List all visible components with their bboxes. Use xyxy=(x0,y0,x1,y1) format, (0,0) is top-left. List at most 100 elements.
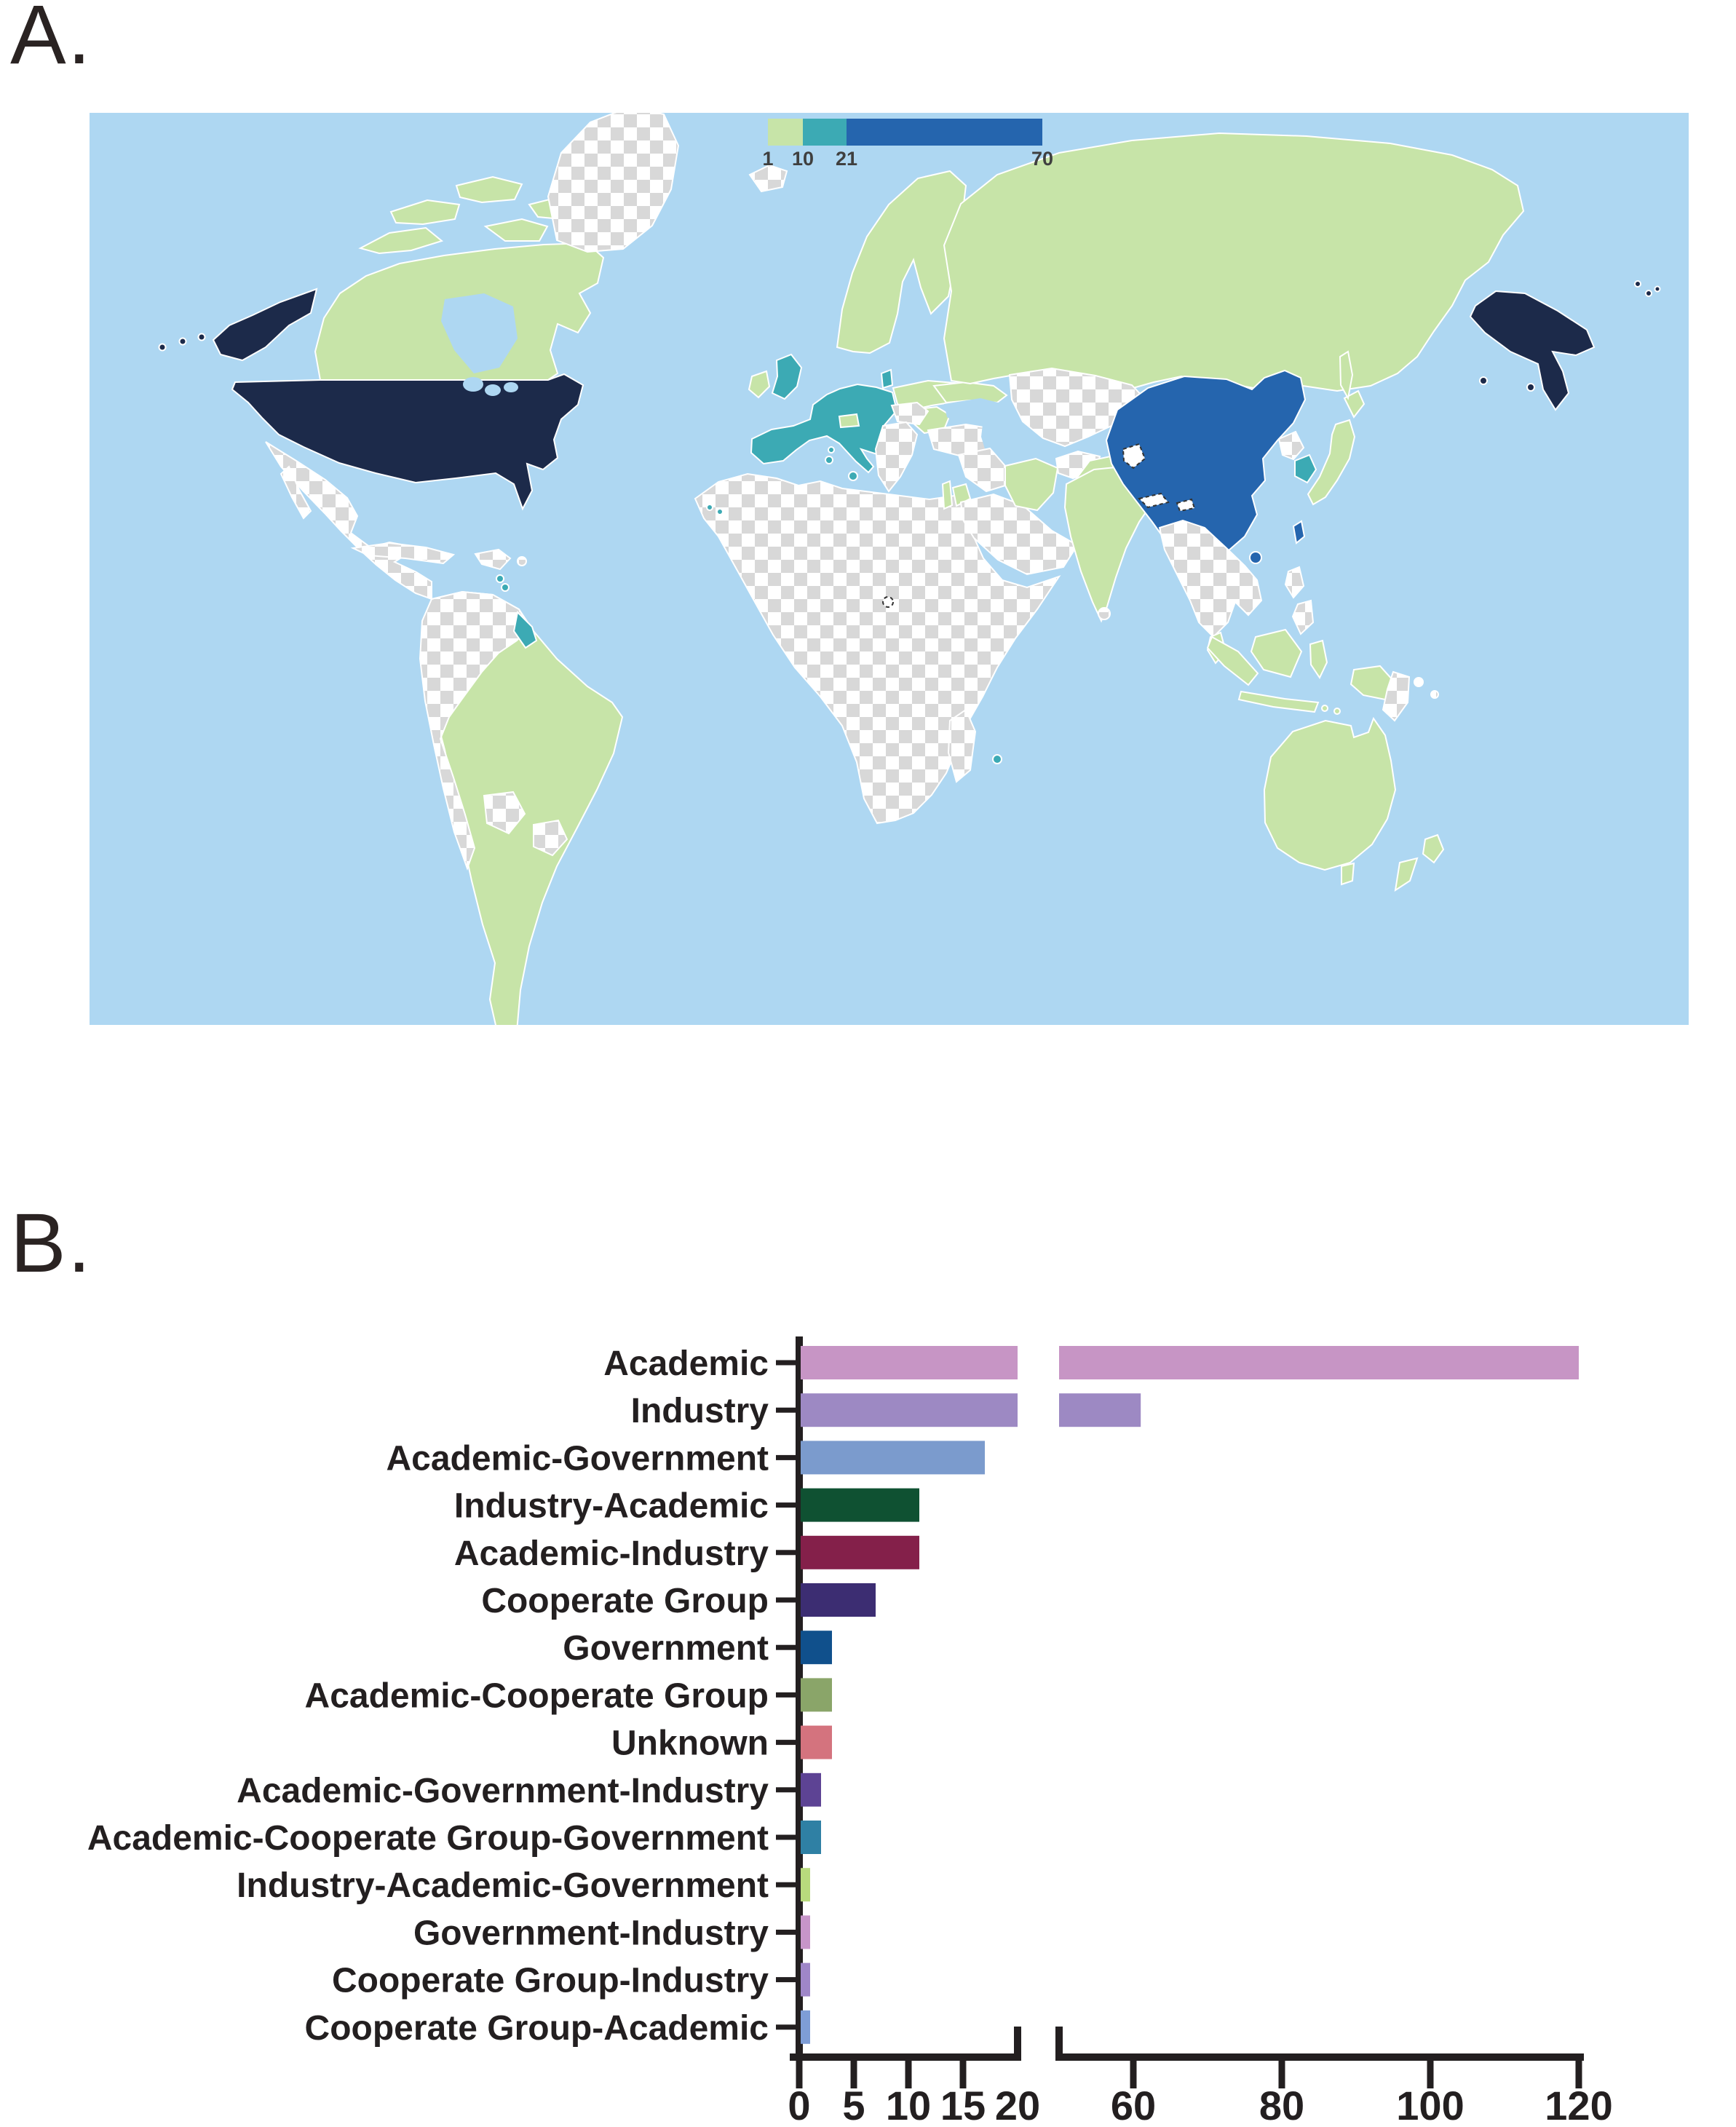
category-tick xyxy=(776,1454,798,1460)
region-balkans xyxy=(874,421,919,493)
region-papua-new-guinea xyxy=(1382,670,1439,722)
region-china xyxy=(1105,369,1307,563)
region-central-africa-enclave xyxy=(882,596,894,608)
x-tick xyxy=(1575,2061,1582,2088)
axis-break-mark-left xyxy=(1014,2027,1021,2061)
x-tick-label: 60 xyxy=(1111,2083,1156,2127)
region-hainan xyxy=(1249,551,1262,564)
region-greenland xyxy=(547,113,680,253)
region-united-kingdom xyxy=(771,353,803,400)
region-ireland xyxy=(748,370,771,399)
category-tick xyxy=(776,1597,798,1603)
bar-segment xyxy=(1059,1393,1141,1427)
region-guadeloupe-martinique xyxy=(496,574,510,592)
x-tick xyxy=(1130,2061,1137,2088)
bar-segment xyxy=(801,1962,810,1997)
bar-segment xyxy=(801,1346,1018,1379)
region-new-zealand xyxy=(1394,833,1445,892)
bar-segment xyxy=(801,1631,832,1665)
bar-segment xyxy=(801,1821,821,1854)
map-legend: 1 10 21 70 xyxy=(762,119,1074,170)
region-denmark xyxy=(880,368,894,389)
bar-segment xyxy=(801,1915,810,1949)
legend-segment-low xyxy=(768,119,803,146)
category-tick xyxy=(776,1740,798,1746)
x-axis-right-segment xyxy=(1055,2053,1584,2061)
region-central-europe xyxy=(890,401,930,426)
category-tick xyxy=(776,1787,798,1793)
legend-break-21: 21 xyxy=(835,148,858,170)
region-russia-far-east xyxy=(1469,280,1661,411)
x-tick-label: 120 xyxy=(1545,2083,1612,2127)
region-reunion xyxy=(992,754,1002,764)
region-french-guiana xyxy=(512,610,538,649)
category-label: Industry-Academic xyxy=(454,1487,769,1526)
region-south-korea xyxy=(1294,453,1317,484)
category-label: Government-Industry xyxy=(413,1914,769,1952)
bar-segment xyxy=(801,1535,919,1569)
region-australia xyxy=(1263,716,1397,871)
region-caribbean-islands xyxy=(350,542,527,571)
legend-color-bar xyxy=(768,119,1042,146)
region-mediterranean-islands xyxy=(825,446,858,481)
category-tick xyxy=(776,1360,798,1366)
x-tick xyxy=(1427,2061,1434,2088)
x-tick-label: 20 xyxy=(995,2083,1040,2127)
bars-group: Academic Industry Academic-Government Indus… xyxy=(87,1344,1579,2048)
category-label: Academic-Industry xyxy=(454,1534,769,1573)
region-indonesia xyxy=(1206,628,1395,715)
x-axis-ticks-group: 0 5 10 15 20 60 80 100 120 xyxy=(788,2061,1613,2127)
region-indochina xyxy=(1158,519,1263,638)
legend-break-1: 1 xyxy=(762,148,774,170)
region-switzerland xyxy=(838,413,860,429)
region-sri-lanka xyxy=(1098,607,1111,620)
legend-break-70: 70 xyxy=(1031,148,1054,170)
category-tick xyxy=(776,1977,798,1983)
region-nepal-bhutan xyxy=(1138,492,1196,512)
affiliation-bar-chart: Academic Industry Academic-Government Indus… xyxy=(87,1336,1613,2127)
legend-segment-high xyxy=(847,119,1042,146)
x-tick xyxy=(959,2061,967,2088)
x-tick-label: 0 xyxy=(788,2083,810,2127)
category-label: Cooperate Group-Industry xyxy=(332,1962,769,2000)
category-label: Industry-Academic-Government xyxy=(237,1866,769,1905)
legend-segment-mid xyxy=(803,119,847,146)
region-north-korea xyxy=(1277,430,1305,461)
bar-segment xyxy=(1059,1346,1579,1379)
category-label: Cooperate Group-Academic xyxy=(305,2009,769,2048)
category-label: Industry xyxy=(631,1392,769,1430)
x-tick xyxy=(850,2061,857,2088)
x-tick-label: 15 xyxy=(940,2083,986,2127)
category-tick xyxy=(776,1407,798,1413)
world-map-panel: 1 10 21 70 xyxy=(47,62,1689,1034)
region-iran xyxy=(1004,457,1059,512)
bar-segment xyxy=(801,1441,985,1475)
category-tick xyxy=(776,2024,798,2030)
bar-segment xyxy=(801,1678,832,1712)
region-taiwan xyxy=(1292,520,1306,544)
category-label: Academic-Government xyxy=(387,1439,769,1478)
region-sakhalin xyxy=(1339,350,1354,400)
bar-segment xyxy=(801,2010,810,2044)
region-uruguay xyxy=(533,819,568,857)
panel-a-label: A. xyxy=(10,0,92,82)
category-label: Academic-Cooperate Group xyxy=(305,1676,769,1715)
axis-break-mark-right xyxy=(1055,2027,1063,2061)
category-tick xyxy=(776,1929,798,1935)
region-paraguay xyxy=(483,791,526,835)
x-tick xyxy=(1278,2061,1285,2088)
x-tick-label: 10 xyxy=(886,2083,931,2127)
y-axis-line xyxy=(796,1336,803,2061)
region-kashmir xyxy=(1122,443,1146,470)
region-alaska xyxy=(212,288,318,362)
category-tick xyxy=(776,1834,798,1840)
legend-break-10: 10 xyxy=(791,148,815,170)
region-united-states xyxy=(231,373,584,511)
region-tasmania xyxy=(1341,862,1355,886)
bar-segment xyxy=(801,1393,1018,1427)
region-canary-islands xyxy=(706,504,724,515)
x-tick-label: 5 xyxy=(842,2083,865,2127)
bar-segment xyxy=(801,1868,810,1902)
panel-b-label: B. xyxy=(10,1197,92,1290)
hudson-bay xyxy=(441,293,518,373)
